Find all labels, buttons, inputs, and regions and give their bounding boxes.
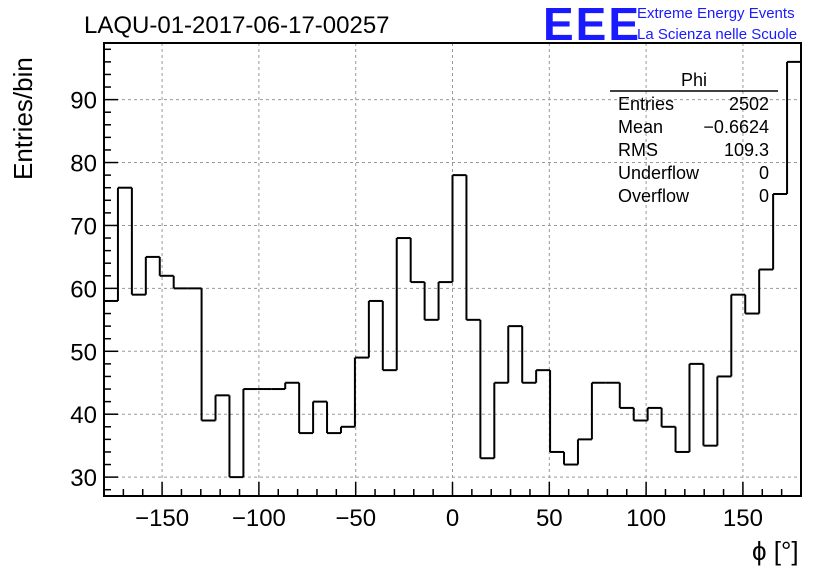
chart-title: LAQU-01-2017-06-17-00257	[84, 12, 390, 39]
stats-row-label: Overflow	[618, 186, 690, 206]
x-tick-label: 0	[446, 505, 459, 532]
x-tick-label: 100	[626, 505, 666, 532]
histogram-bars	[104, 60, 801, 479]
stats-box: Phi Entries 2502 Mean −0.6624 RMS 109.3 Underf…	[610, 70, 778, 206]
stats-row-label: Mean	[618, 117, 663, 137]
stats-row-value: 0	[759, 186, 769, 206]
plot-frame	[103, 42, 802, 497]
x-tick-label: −100	[232, 505, 286, 532]
stats-box-title: Phi	[681, 70, 707, 90]
y-tick-label: 80	[70, 151, 97, 178]
logo-subtitle-1: Extreme Energy Events	[637, 5, 795, 22]
y-tick-label: 60	[70, 276, 97, 303]
x-tick-label: −150	[135, 505, 189, 532]
axis-tick-labels: −150 −100 −50 0 50 100 150 30 40 50 60 70 80 90	[70, 88, 763, 532]
stats-row-value: 109.3	[724, 140, 769, 160]
y-tick-label: 90	[70, 88, 97, 115]
stats-row-value: −0.6624	[703, 117, 769, 137]
x-axis-label: ϕ [°]	[752, 536, 799, 566]
x-tick-label: 150	[723, 505, 763, 532]
x-tick-label: 50	[536, 505, 563, 532]
y-tick-label: 50	[70, 339, 97, 366]
logo-mark: EEE	[543, 0, 641, 50]
stats-row-value: 0	[759, 163, 769, 183]
y-tick-label: 40	[70, 402, 97, 429]
eee-logo: EEE Extreme Energy Events La Scienza nel…	[543, 0, 797, 50]
y-tick-label: 30	[70, 465, 97, 492]
stats-row-label: Underflow	[618, 163, 700, 183]
stats-row-label: Entries	[618, 94, 674, 114]
y-tick-label: 70	[70, 213, 97, 240]
axis-ticks	[103, 48, 802, 496]
stats-row-value: 2502	[729, 94, 769, 114]
stats-row-label: RMS	[618, 140, 658, 160]
y-axis-label: Entries/bin	[8, 57, 38, 180]
logo-subtitle-2: La Scienza nelle Scuole	[637, 26, 797, 43]
x-tick-label: −50	[335, 505, 376, 532]
